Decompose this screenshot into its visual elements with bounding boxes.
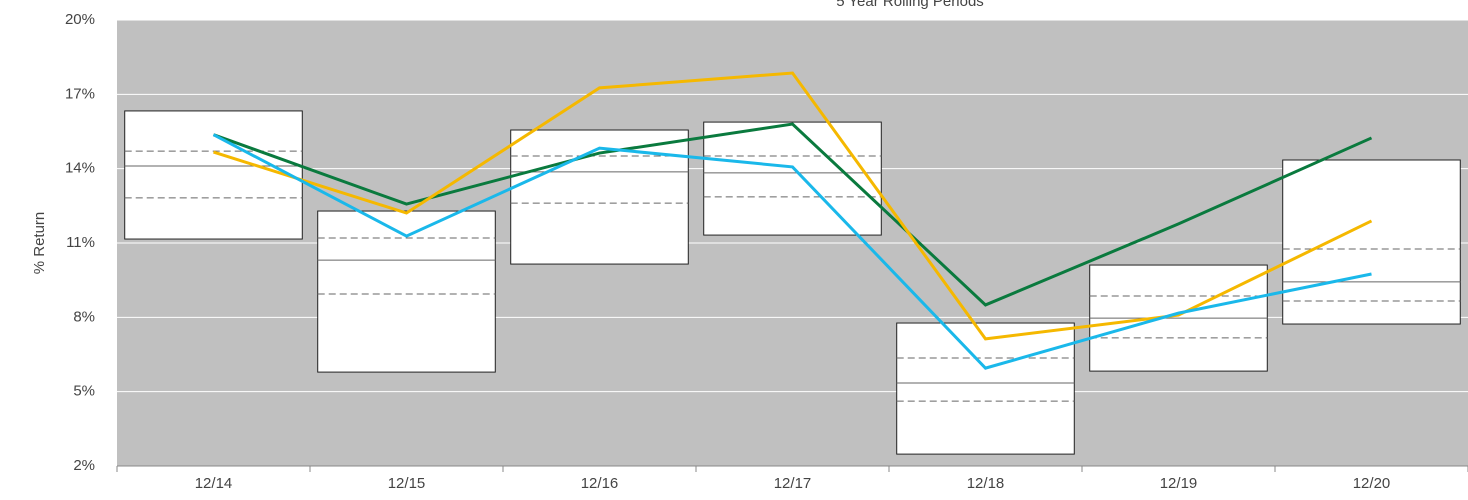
x-tick-label: 12/17 — [774, 475, 812, 492]
box — [703, 121, 882, 236]
x-tick-label: 12/19 — [1160, 475, 1198, 492]
box — [510, 129, 689, 265]
y-tick-label: 17% — [65, 85, 95, 102]
box — [1282, 159, 1461, 325]
y-tick-label: 8% — [73, 308, 95, 325]
x-tick-label: 12/20 — [1353, 475, 1391, 492]
chart-title: 5 Year Rolling Periods — [836, 0, 984, 10]
box — [124, 110, 303, 240]
x-tick-label: 12/15 — [388, 475, 426, 492]
y-tick-label: 14% — [65, 160, 95, 177]
y-tick-label: 5% — [73, 383, 95, 400]
series-line — [213, 71, 1373, 341]
y-tick-label: 11% — [66, 234, 95, 251]
y-tick-label: 20% — [65, 11, 95, 28]
series-line — [212, 122, 1373, 307]
series-line — [212, 133, 1372, 370]
x-tick-label: 12/14 — [195, 475, 233, 492]
y-tick-label: 2% — [73, 457, 95, 474]
x-tick-label: 12/16 — [581, 475, 619, 492]
x-tick-label: 12/18 — [967, 475, 1005, 492]
y-axis-label: % Return — [31, 212, 48, 275]
box — [896, 322, 1075, 455]
